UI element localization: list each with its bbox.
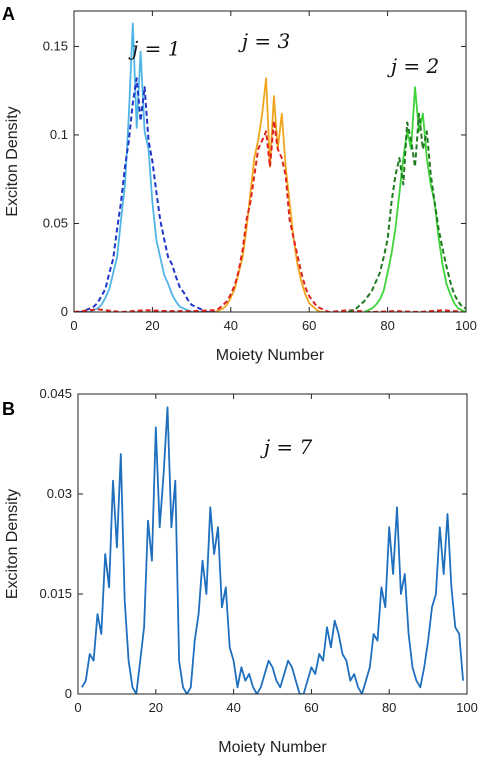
y-tick-label: 0.03 (47, 486, 72, 501)
curve-annotation: j = 3 (238, 29, 290, 53)
y-tick-label: 0.015 (39, 586, 72, 601)
x-tick-label: 100 (456, 700, 478, 715)
x-tick-label: 60 (304, 700, 318, 715)
x-axis-label: Moiety Number (218, 739, 327, 756)
x-tick-label: 80 (380, 318, 394, 333)
plot-frame (73, 10, 467, 313)
series-line-5 (363, 86, 466, 312)
curve-annotation: j = 1 (128, 36, 180, 60)
y-tick-label: 0.1 (50, 127, 68, 142)
curve-annotation: j = 7 (260, 435, 313, 459)
x-axis-label: Moiety Number (216, 347, 325, 364)
x-tick-label: 20 (149, 700, 163, 715)
x-tick-label: 20 (145, 318, 159, 333)
x-tick-label: 40 (224, 318, 238, 333)
x-tick-label: 80 (382, 700, 396, 715)
x-tick-label: 100 (455, 318, 477, 333)
y-tick-label: 0 (65, 686, 72, 701)
y-tick-label: 0 (61, 304, 68, 319)
y-tick-label: 0.15 (43, 38, 68, 53)
series-line-6 (347, 112, 466, 312)
series-line-1 (77, 22, 216, 312)
panel-b: 0 20 40 60 80 100 0 0.015 0.03 0.045 Moiety Number… (2, 386, 478, 756)
series-line-3 (214, 77, 325, 312)
curve-annotation: j = 2 (387, 54, 439, 78)
y-tick-label: 0.05 (43, 215, 68, 230)
plot-frame (77, 393, 468, 695)
x-tick-label: 60 (302, 318, 316, 333)
series-line-4 (74, 119, 466, 312)
series-line-2 (77, 77, 216, 312)
y-tick-label: 0.045 (39, 386, 72, 401)
panel-letter: A (2, 4, 15, 24)
panel-letter: B (2, 399, 15, 419)
y-axis-label: Exciton Density (4, 489, 21, 599)
x-tick-label: 0 (70, 318, 77, 333)
x-tick-label: 0 (74, 700, 81, 715)
series-line-1 (81, 406, 464, 694)
y-axis-label: Exciton Density (4, 106, 21, 216)
panel-a: 0 20 40 60 80 100 0 0.05 0.1 0.15 Moiety Number Exc… (2, 4, 477, 364)
x-tick-label: 40 (226, 700, 240, 715)
